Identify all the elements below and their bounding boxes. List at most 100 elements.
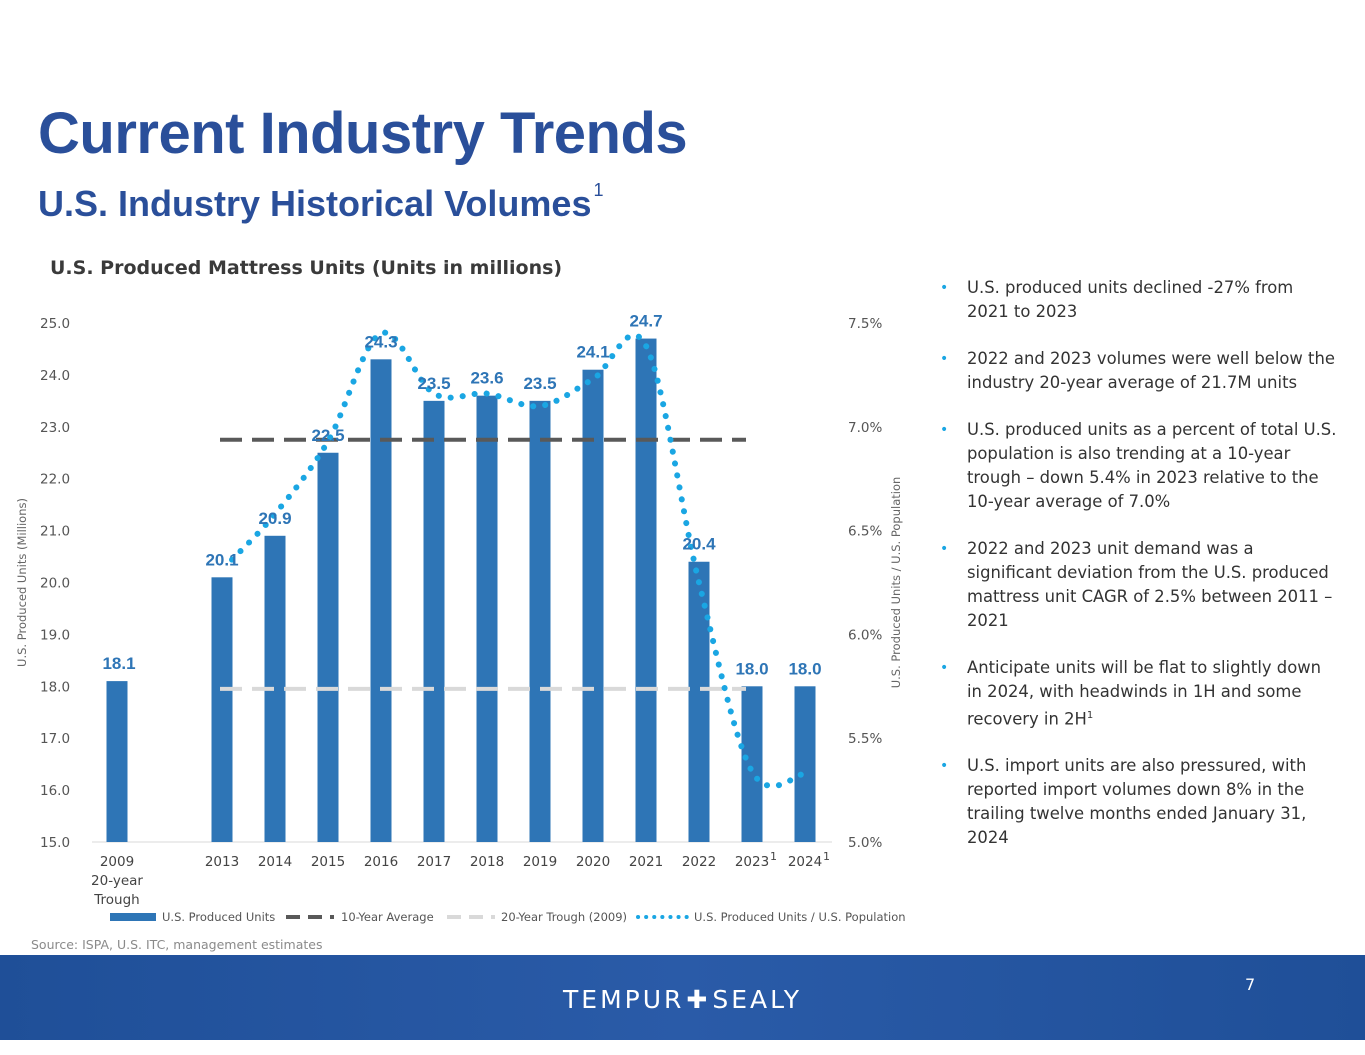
legend-label: U.S. Produced Units bbox=[162, 910, 275, 924]
bar bbox=[688, 561, 710, 842]
subtitle-footnote: 1 bbox=[593, 180, 604, 200]
bullet-text: U.S. produced units as a percent of tota… bbox=[967, 420, 1337, 511]
logo-right: SEALY bbox=[712, 985, 802, 1014]
population-ratio-line bbox=[229, 329, 808, 789]
legend-label: 10-Year Average bbox=[341, 910, 434, 924]
y2-tick-label: 7.0% bbox=[848, 420, 882, 436]
bullet-dot-icon: • bbox=[940, 351, 949, 367]
data-label: 22.5 bbox=[311, 426, 344, 445]
bar bbox=[794, 686, 816, 842]
bar bbox=[529, 400, 551, 842]
x-tick-sublabel: Trough bbox=[93, 892, 139, 908]
bar bbox=[370, 359, 392, 842]
x-tick-label: 2022 bbox=[682, 854, 716, 870]
x-tick-label: 2014 bbox=[258, 854, 292, 870]
legend-label: U.S. Produced Units / U.S. Population bbox=[694, 910, 906, 924]
y2-tick-label: 5.5% bbox=[848, 731, 882, 747]
y-tick-label: 24.0 bbox=[40, 368, 70, 384]
bar bbox=[211, 577, 233, 842]
bar bbox=[106, 681, 128, 842]
bullet-item: • U.S. produced units as a percent of tot… bbox=[940, 418, 1340, 514]
y-tick-label: 16.0 bbox=[40, 783, 70, 799]
y-tick-label: 20.0 bbox=[40, 576, 70, 592]
y2-tick-label: 6.5% bbox=[848, 524, 882, 540]
bullet-text: Anticipate units will be flat to slightl… bbox=[967, 658, 1322, 729]
bullet-dot-icon: • bbox=[940, 541, 949, 557]
data-label: 24.3 bbox=[364, 332, 397, 351]
data-label: 20.4 bbox=[682, 535, 716, 554]
y2-tick-label: 6.0% bbox=[848, 627, 882, 643]
bullet-dot-icon: • bbox=[940, 280, 949, 296]
bar bbox=[741, 686, 763, 842]
bullet-footnote: 1 bbox=[1086, 710, 1094, 721]
data-label: 20.1 bbox=[205, 550, 238, 569]
y-tick-label: 18.0 bbox=[40, 679, 70, 695]
data-label: 23.5 bbox=[417, 374, 450, 393]
y2-axis-title: U.S. Produced Units / U.S. Population bbox=[889, 477, 903, 689]
x-tick-label: 2020 bbox=[576, 854, 610, 870]
data-label: 18.0 bbox=[735, 659, 768, 678]
x-tick-sublabel: 20-year bbox=[91, 873, 143, 889]
data-label: 23.5 bbox=[523, 374, 556, 393]
y-tick-label: 17.0 bbox=[40, 731, 70, 747]
bar bbox=[423, 400, 445, 842]
bullet-item: • Anticipate units will be flat to slight… bbox=[940, 656, 1340, 731]
y2-tick-label: 5.0% bbox=[848, 835, 882, 851]
source-note: Source: ISPA, U.S. ITC, management estim… bbox=[31, 937, 323, 952]
data-label: 24.7 bbox=[629, 312, 662, 331]
x-tick-label: 2021 bbox=[629, 854, 663, 870]
footer-bar: TEMPUR✚SEALY 7 bbox=[0, 955, 1365, 1040]
y-tick-label: 22.0 bbox=[40, 472, 70, 488]
chart-title: U.S. Produced Mattress Units (Units in m… bbox=[50, 257, 563, 279]
page-title: Current Industry Trends bbox=[38, 101, 688, 166]
logo-left: TEMPUR bbox=[563, 985, 685, 1014]
data-label: 23.6 bbox=[470, 369, 503, 388]
x-tick-label: 2024 bbox=[788, 854, 822, 870]
bullet-item: • U.S. produced units declined -27% from … bbox=[940, 276, 1340, 324]
x-tick-footnote: 1 bbox=[770, 850, 777, 863]
page-subtitle: U.S. Industry Historical Volumes 1 bbox=[38, 180, 603, 225]
x-tick-label: 2016 bbox=[364, 854, 398, 870]
y-tick-label: 15.0 bbox=[40, 835, 70, 851]
x-tick-label: 2023 bbox=[735, 854, 769, 870]
data-label: 24.1 bbox=[576, 343, 609, 362]
x-tick-label: 2018 bbox=[470, 854, 504, 870]
bullet-list: • U.S. produced units declined -27% from … bbox=[940, 276, 1340, 873]
bar bbox=[476, 395, 498, 842]
bullet-dot-icon: • bbox=[940, 758, 949, 775]
data-label: 20.9 bbox=[258, 509, 291, 528]
data-label: 18.0 bbox=[788, 659, 821, 678]
bullet-text: 2022 and 2023 volumes were well below th… bbox=[967, 349, 1335, 392]
page-number: 7 bbox=[1245, 975, 1256, 994]
data-label: 18.1 bbox=[102, 654, 135, 673]
bullet-text: U.S. produced units declined -27% from 2… bbox=[967, 278, 1294, 321]
bullet-item: • U.S. import units are also pressured, w… bbox=[940, 754, 1340, 850]
bullet-text: U.S. import units are also pressured, wi… bbox=[967, 756, 1307, 848]
bar bbox=[264, 535, 286, 842]
bar bbox=[635, 338, 657, 842]
legend-label: 20-Year Trough (2009) bbox=[501, 910, 627, 924]
x-tick-label: 2017 bbox=[417, 854, 451, 870]
y-tick-label: 21.0 bbox=[40, 524, 70, 540]
legend-swatch-bars bbox=[110, 913, 156, 921]
y-tick-label: 23.0 bbox=[40, 420, 70, 436]
bar bbox=[317, 452, 339, 842]
bullet-text: 2022 and 2023 unit demand was a signific… bbox=[967, 539, 1333, 630]
bullet-item: • 2022 and 2023 unit demand was a signifi… bbox=[940, 537, 1340, 633]
x-tick-label: 2015 bbox=[311, 854, 345, 870]
chart: 15.0 16.0 17.0 18.0 19.0 20.0 21.0 22.0 23.0 24.0… bbox=[15, 312, 906, 924]
bullet-dot-icon: • bbox=[940, 422, 949, 438]
bar bbox=[582, 369, 604, 842]
logo-cross-icon: ✚ bbox=[686, 985, 711, 1014]
bullet-dot-icon: • bbox=[940, 660, 949, 676]
x-tick-label: 2013 bbox=[205, 854, 239, 870]
company-logo: TEMPUR✚SEALY bbox=[0, 985, 1365, 1014]
x-tick-label: 2009 bbox=[100, 854, 134, 870]
y2-tick-label: 7.5% bbox=[848, 316, 882, 332]
x-tick-footnote: 1 bbox=[823, 850, 830, 863]
y-tick-label: 25.0 bbox=[40, 316, 70, 332]
x-tick-label: 2019 bbox=[523, 854, 557, 870]
y-axis-title: U.S. Produced Units (Millions) bbox=[15, 498, 29, 667]
subtitle-text: U.S. Industry Historical Volumes bbox=[38, 183, 592, 224]
y-tick-label: 19.0 bbox=[40, 627, 70, 643]
